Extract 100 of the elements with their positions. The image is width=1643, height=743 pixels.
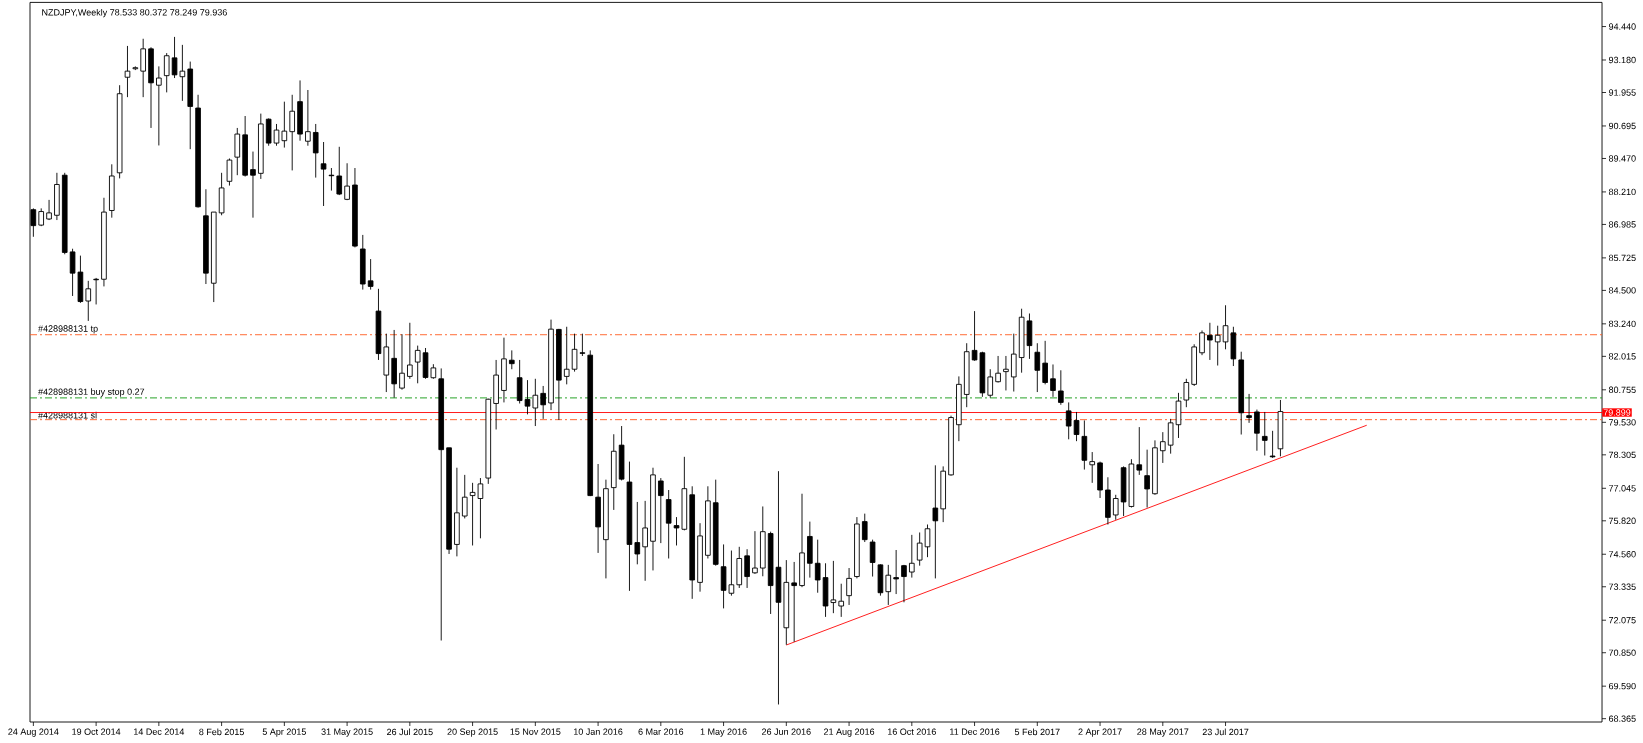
x-tick-label: 8 Feb 2015 [199, 728, 244, 736]
candlestick [1073, 411, 1080, 442]
candlestick [336, 146, 343, 196]
candlestick [987, 368, 994, 399]
y-tick-label: 90.695 [1608, 122, 1636, 130]
candlestick [1269, 430, 1276, 459]
x-tick-label: 5 Apr 2015 [262, 728, 306, 737]
y-tick-label: 69.590 [1609, 682, 1636, 690]
x-tick-label: 19 Oct 2014 [72, 728, 121, 735]
candlestick [665, 489, 672, 559]
x-tick-label: 11 Dec 2016 [950, 728, 1000, 735]
x-tick-label: 28 May 2017 [1137, 728, 1189, 737]
candlestick [163, 52, 170, 93]
y-tick-label: 94.440 [1608, 23, 1636, 30]
candlestick [1246, 393, 1252, 424]
candlestick [312, 123, 319, 179]
candlestick [885, 564, 892, 606]
ref-line-label: 79.899 [1603, 409, 1631, 416]
candlestick [305, 89, 311, 147]
candlestick [509, 349, 515, 370]
candlestick [234, 127, 241, 176]
x-tick-label: 26 Jun 2016 [762, 728, 811, 735]
candlestick [1010, 333, 1017, 392]
y-tick-label: 72.075 [1609, 617, 1636, 624]
candlestick [85, 280, 92, 322]
candlestick [995, 355, 1001, 383]
x-tick-label: 24 Aug 2014 [8, 728, 59, 737]
candlestick [367, 258, 374, 291]
candlestick [540, 385, 546, 420]
y-tick-label: 83.240 [1608, 320, 1636, 328]
candlestick [791, 561, 797, 643]
candlestick [1136, 426, 1143, 476]
candlestick [814, 539, 821, 594]
candlestick [1112, 494, 1119, 521]
candlestick [1081, 420, 1088, 471]
candlestick [124, 45, 131, 98]
x-tick-label: 26 Jul 2015 [387, 728, 433, 736]
candlestick [140, 38, 146, 98]
candlestick [1160, 431, 1166, 464]
candlestick [1254, 409, 1260, 452]
candlestick [226, 158, 233, 186]
y-tick-label: 82.015 [1608, 353, 1636, 360]
x-tick-label: 15 Nov 2015 [510, 728, 561, 735]
x-tick-label: 21 Aug 2016 [824, 728, 875, 737]
candlestick [1058, 369, 1064, 406]
y-tick-label: 75.820 [1609, 517, 1636, 524]
candlestick [1183, 378, 1190, 408]
y-tick-label: 93.180 [1608, 56, 1636, 64]
candlestick [893, 549, 899, 595]
candlestick [532, 378, 539, 427]
x-tick-label: 1 May 2016 [700, 728, 747, 737]
ref-line-label: #428988131 sl [38, 411, 97, 419]
y-tick-label: 77.045 [1609, 485, 1636, 492]
candlestick [901, 564, 907, 603]
y-tick-label: 89.470 [1608, 155, 1636, 162]
text: NZDJPY,Weekly 78.533 80.372 78.249 79.936 [42, 8, 227, 18]
candlestick [869, 539, 876, 577]
y-tick-label: 85.725 [1608, 254, 1636, 262]
candlestick [250, 151, 256, 219]
candlestick [744, 548, 750, 589]
candlestick [1261, 411, 1268, 456]
candlestick [563, 326, 570, 385]
y-tick-label: 88.210 [1608, 188, 1636, 196]
candlestick [461, 474, 468, 519]
y-tick-label: 70.850 [1609, 649, 1636, 656]
candlestick [344, 162, 350, 201]
candlestick [320, 141, 327, 207]
y-tick-label: 73.335 [1609, 583, 1636, 590]
y-tick-label: 78.305 [1609, 451, 1636, 459]
candlestick [399, 333, 405, 391]
y-tick-label: 91.955 [1608, 89, 1636, 96]
y-tick-label: 80.755 [1608, 386, 1636, 393]
candlestick [1042, 340, 1048, 385]
candlestick [846, 567, 852, 606]
candlestick [1050, 364, 1056, 398]
ref-line-label: #428988131 buy stop 0.27 [38, 388, 145, 397]
y-tick-label: 84.500 [1608, 287, 1636, 294]
candlestick [752, 530, 758, 575]
candlestick [1144, 449, 1150, 508]
x-tick-label: 14 Dec 2014 [134, 728, 185, 735]
candlestick [1089, 451, 1096, 484]
x-tick-label: 23 Jul 2017 [1202, 728, 1249, 736]
x-tick-label: 6 Mar 2016 [638, 728, 684, 735]
candlestick [861, 513, 868, 543]
candlestick [1214, 325, 1221, 366]
candlestick [838, 583, 845, 618]
y-tick-label: 86.985 [1608, 221, 1636, 228]
y-tick-label: 68.365 [1609, 715, 1636, 722]
x-tick-label: 2 Apr 2017 [1078, 728, 1122, 737]
y-tick-label: 79.530 [1609, 419, 1636, 426]
candlestick [909, 534, 915, 579]
x-tick-label: 16 Oct 2016 [887, 728, 936, 735]
candlestick [265, 117, 272, 147]
candlestick [289, 94, 295, 171]
candlestick [1207, 322, 1213, 361]
candlestick [932, 464, 939, 579]
candlestick [414, 345, 421, 384]
candlestick [658, 477, 664, 544]
candlestick [634, 501, 641, 565]
x-tick-label: 31 May 2015 [321, 728, 373, 737]
